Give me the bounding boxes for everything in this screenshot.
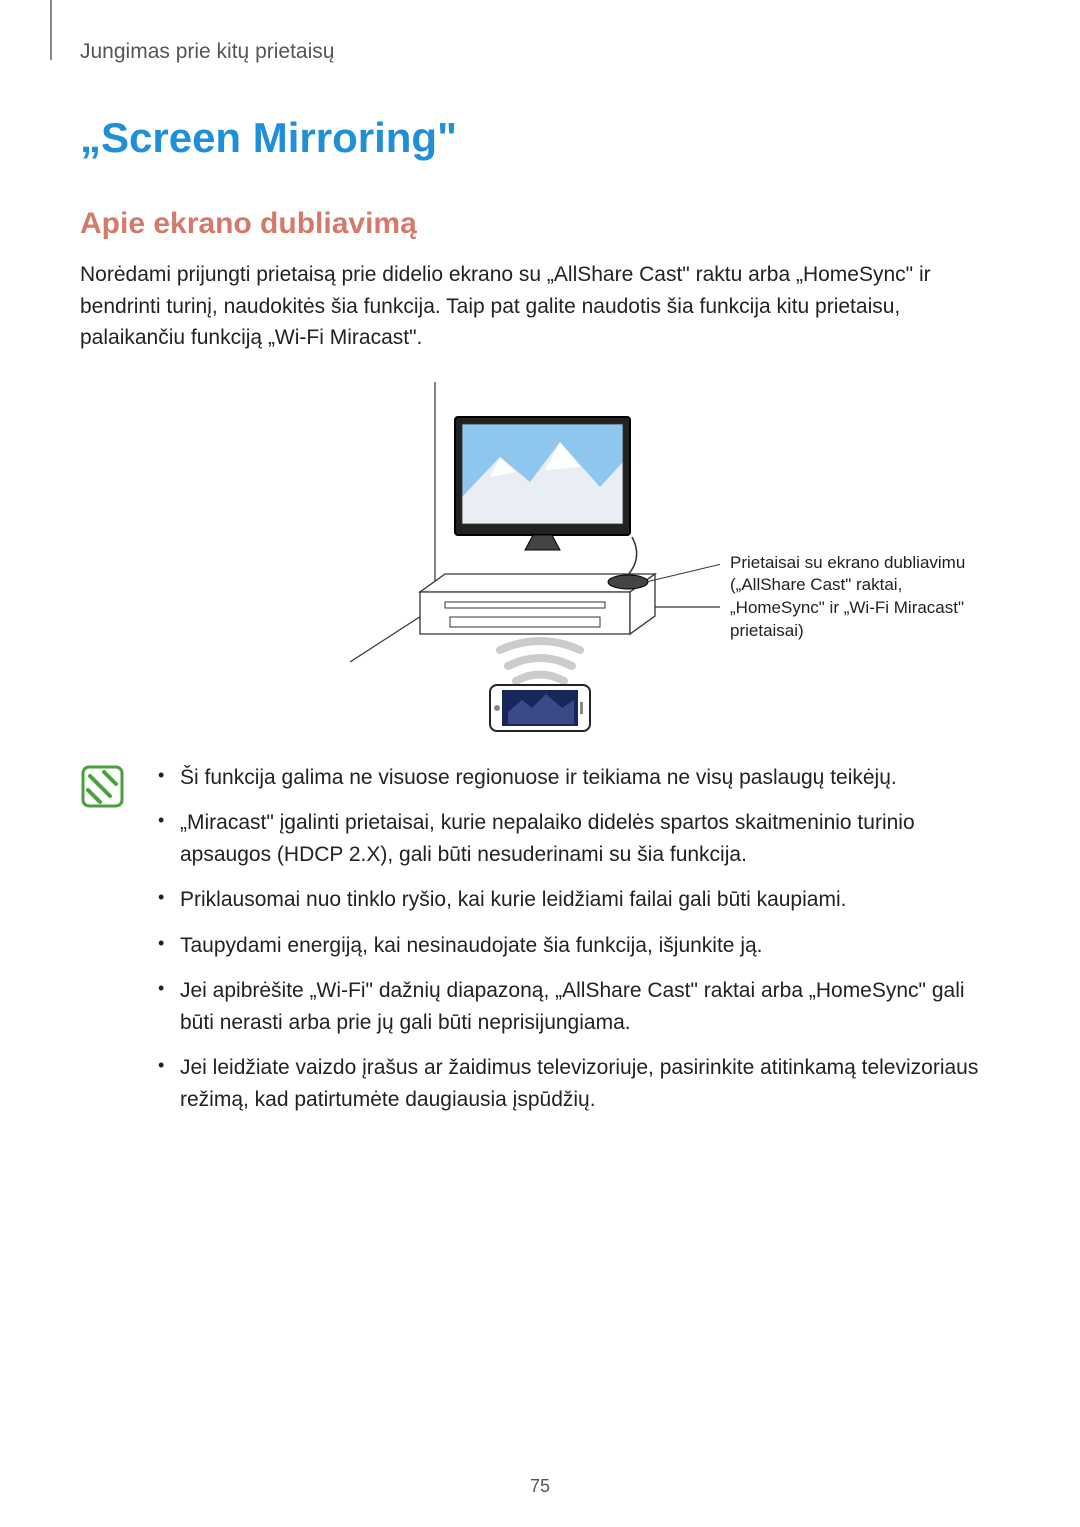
note-icon [80, 764, 125, 814]
note-item: Priklausomai nuo tinklo ryšio, kai kurie… [150, 884, 1000, 916]
note-block: Ši funkcija galima ne visuose regionuose… [80, 762, 1000, 1130]
note-list: Ši funkcija galima ne visuose regionuose… [150, 762, 1000, 1130]
page-number: 75 [0, 1476, 1080, 1497]
tv [455, 417, 648, 589]
diagram-container: Prietaisai su ekrano dubliavimu („AllSha… [80, 372, 1000, 742]
signal-arcs [500, 641, 580, 681]
running-header: Jungimas prie kitų prietaisų [80, 40, 1000, 64]
intro-paragraph: Norėdami prijungti prietaisą prie dideli… [80, 259, 1000, 354]
page-title: „Screen Mirroring" [80, 114, 1000, 162]
note-item: „Miracast" įgalinti prietaisai, kurie ne… [150, 807, 1000, 870]
section-heading: Apie ekrano dubliavimą [80, 207, 1000, 241]
diagram-caption: Prietaisai su ekrano dubliavimu („AllSha… [730, 552, 990, 644]
page-content: Jungimas prie kitų prietaisų „Screen Mir… [0, 0, 1080, 1169]
note-item: Ši funkcija galima ne visuose regionuose… [150, 762, 1000, 794]
phone [490, 685, 590, 731]
page-binding-mark [50, 0, 52, 60]
note-item: Jei leidžiate vaizdo įrašus ar žaidimus … [150, 1052, 1000, 1115]
note-item: Jei apibrėšite „Wi-Fi" dažnių diapazoną,… [150, 975, 1000, 1038]
note-item: Taupydami energiją, kai nesinaudojate ši… [150, 930, 1000, 962]
mirroring-diagram [350, 382, 720, 732]
